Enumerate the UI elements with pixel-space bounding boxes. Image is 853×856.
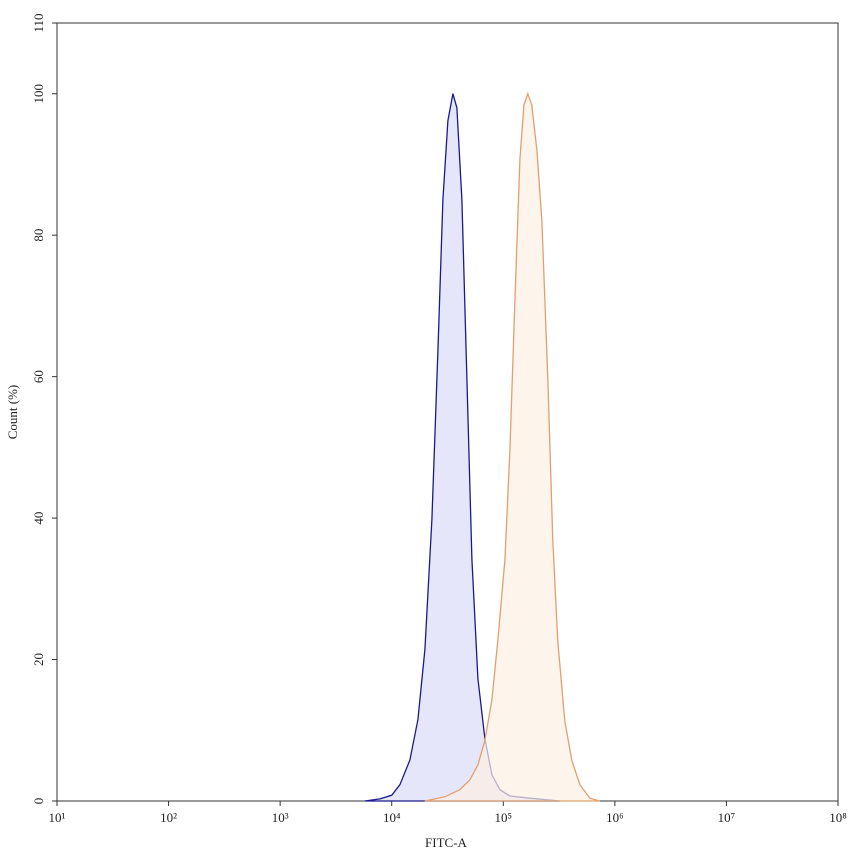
- x-tick-label: 10⁸: [829, 810, 847, 825]
- x-axis-label: FITC-A: [425, 835, 468, 850]
- x-tick-label: 10⁷: [718, 810, 736, 825]
- y-tick-label: 60: [31, 370, 46, 383]
- histogram-area: [424, 91, 601, 802]
- x-tick-label: 10¹: [49, 810, 66, 825]
- y-tick-label: 80: [31, 229, 46, 242]
- y-axis-label: Count (%): [5, 385, 20, 440]
- y-tick-label: 20: [31, 653, 46, 666]
- x-tick-label: 10⁵: [495, 810, 513, 825]
- x-tick-label: 10²: [160, 810, 177, 825]
- x-tick-label: 10⁴: [383, 810, 401, 825]
- y-tick-label: 40: [31, 512, 46, 525]
- x-tick-label: 10⁶: [606, 810, 624, 825]
- x-tick-label: 10³: [272, 810, 289, 825]
- y-tick-label: 110: [31, 13, 46, 32]
- y-tick-label: 0: [31, 798, 46, 805]
- y-tick-label: 100: [31, 84, 46, 104]
